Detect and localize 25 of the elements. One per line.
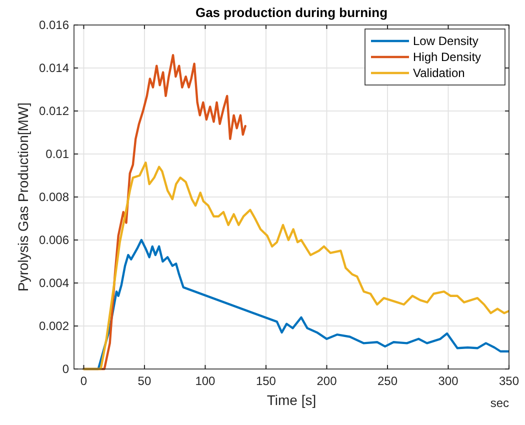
y-tick-label: 0.012	[38, 104, 70, 118]
line-series	[82, 162, 509, 370]
x-tick-label: 0	[80, 374, 88, 388]
x-tick-label: 100	[195, 374, 216, 388]
y-tick-label: 0.002	[38, 319, 70, 333]
y-tick-label: 0	[62, 362, 70, 376]
chart-title: Gas production during burning	[195, 5, 388, 20]
legend-label: Low Density	[413, 34, 478, 48]
legend-label: High Density	[413, 50, 482, 64]
legend-label: Validation	[413, 66, 465, 80]
x-tick-label: 200	[316, 374, 338, 388]
x-tick-label: 150	[256, 374, 276, 388]
y-tick-label: 0.016	[38, 18, 70, 32]
y-tick-label: 0.004	[38, 276, 70, 290]
x-axis-title: Time [s]	[266, 392, 316, 408]
y-tick-label: 0.01	[46, 147, 70, 161]
x-tick-label: 250	[377, 374, 398, 388]
x-tick-label: 350	[498, 374, 520, 388]
y-tick-label: 0.008	[38, 190, 70, 204]
y-axis-title: Pyrolysis Gas Production[MW]	[15, 102, 31, 292]
y-tick-label: 0.014	[38, 61, 70, 75]
x-tick-label: 50	[138, 374, 152, 388]
text: sec	[490, 396, 509, 410]
y-tick-label: 0.006	[38, 233, 70, 247]
x-tick-label: 300	[438, 374, 459, 388]
